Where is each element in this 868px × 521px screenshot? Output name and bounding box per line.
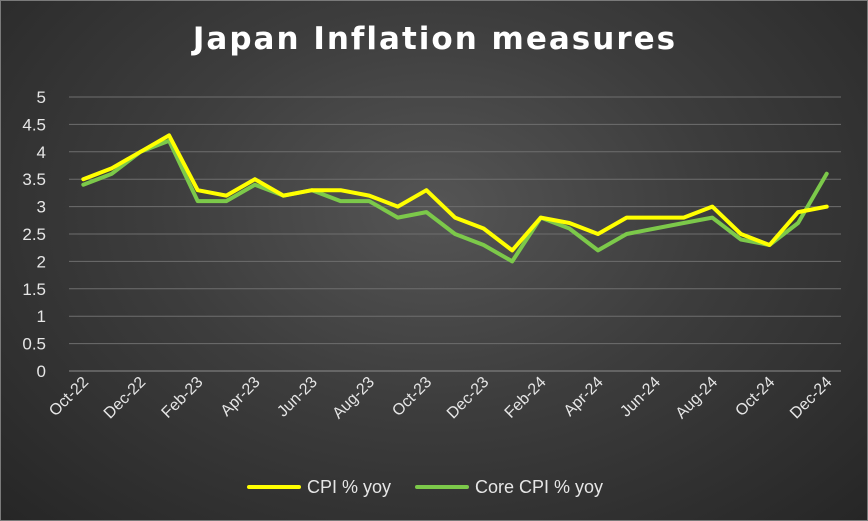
y-tick-label: 1 [37,307,46,326]
x-tick-label: Jun-23 [274,374,321,421]
x-tick-label: Feb-24 [502,374,550,422]
x-tick-label: Dec-24 [787,374,836,423]
x-tick-label: Dec-23 [444,374,493,423]
x-tick-label: Oct-22 [46,374,92,420]
y-tick-label: 4 [37,143,46,162]
x-tick-label: Aug-24 [673,374,722,423]
x-tick-label: Feb-23 [159,374,207,422]
y-tick-label: 5 [37,88,46,107]
x-tick-label: Oct-24 [732,374,778,420]
y-tick-label: 2.5 [22,225,46,244]
x-tick-label: Apr-23 [218,374,264,420]
y-tick-label: 3.5 [22,170,46,189]
legend-label: Core CPI % yoy [475,477,603,497]
y-tick-label: 3 [37,198,46,217]
legend-label: CPI % yoy [307,477,391,497]
x-tick-label: Apr-24 [561,374,607,420]
x-tick-label: Aug-23 [330,374,379,423]
series-line [81,133,829,253]
y-tick-label: 2 [37,252,46,271]
y-tick-label: 0.5 [22,335,46,354]
x-tick-label: Jun-24 [617,374,664,421]
series-line [81,138,829,264]
x-tick-label: Oct-23 [389,374,435,420]
chart-title: Japan Inflation measures [192,21,678,57]
y-tick-label: 1.5 [22,280,46,299]
x-tick-label: Dec-22 [101,374,150,423]
y-tick-label: 4.5 [22,115,46,134]
y-tick-label: 0 [37,362,46,381]
